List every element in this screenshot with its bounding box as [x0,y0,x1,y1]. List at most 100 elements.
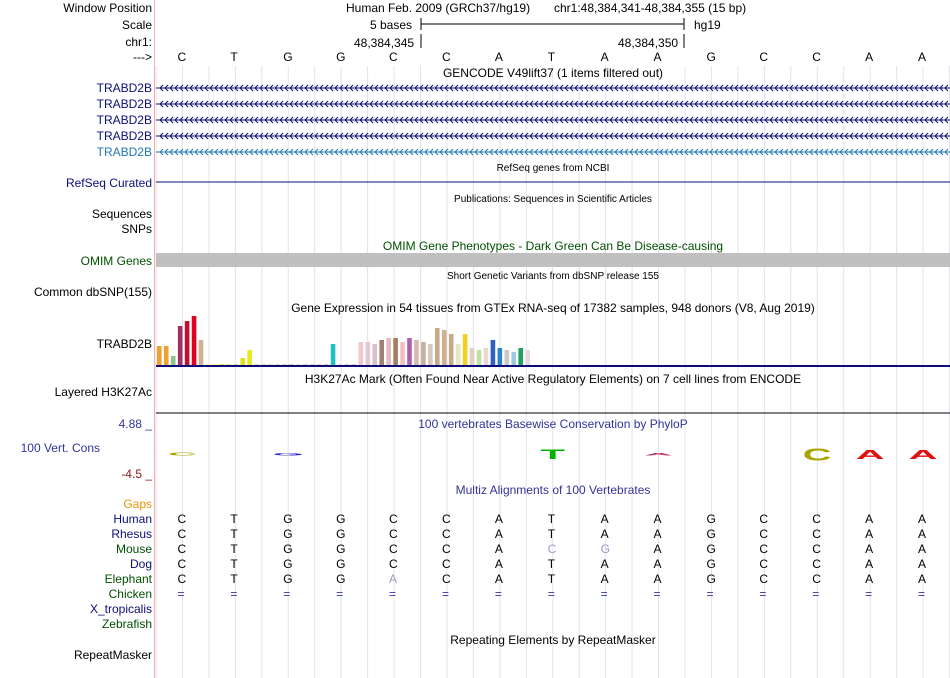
strand-arrow [239,116,244,124]
strand-arrow [524,100,529,108]
strand-arrow [904,148,909,156]
strand-arrow [349,148,354,156]
gtex-track-title[interactable]: Gene Expression in 54 tissues from GTEx … [291,301,815,315]
strand-arrow [279,116,284,124]
strand-arrow [769,84,774,92]
strand-arrow [594,116,599,124]
multiz-base: T [547,512,556,526]
strand-arrow [394,148,399,156]
gencode-track-title[interactable]: GENCODE V49lift37 (1 items filtered out) [442,66,664,80]
strand-arrow [729,84,734,92]
scale-text: 5 bases [370,18,413,32]
gencode-item-label[interactable]: TRABD2B [96,81,152,95]
repeatmasker-track-title[interactable]: Repeating Elements by RepeatMasker [450,633,656,647]
strand-arrow [804,116,809,124]
strand-arrow [299,148,304,156]
dbsnp-track-title[interactable]: Short Genetic Variants from dbSNP releas… [447,271,659,282]
chrom-label: chr1: [125,35,152,49]
strand-arrow [529,116,534,124]
multiz-base: A [918,542,927,556]
strand-arrow [354,148,359,156]
multiz-base: T [230,527,238,541]
gencode-item-label[interactable]: TRABD2B [96,113,152,127]
strand-arrow [844,148,849,156]
strand-arrow [659,84,664,92]
strand-arrow [894,116,899,124]
multiz-track-title[interactable]: Multiz Alignments of 100 Vertebrates [455,483,651,497]
strand-arrow [919,148,924,156]
strand-arrow [434,148,439,156]
strand-arrow [264,132,269,140]
strand-arrow [634,100,639,108]
multiz-species-label[interactable]: X_tropicalis [89,602,152,616]
gencode-item-label[interactable]: TRABD2B [96,97,152,111]
publications-sequences-label[interactable]: Sequences [91,207,152,221]
gencode-item-label[interactable]: TRABD2B [96,129,152,143]
strand-arrow [239,148,244,156]
multiz-base: G [336,512,346,526]
strand-arrow [689,148,694,156]
gtex-bar [365,342,371,366]
multiz-species-label[interactable]: Mouse [115,542,152,556]
strand-arrow [404,132,409,140]
strand-arrow [654,132,659,140]
strand-arrow [579,100,584,108]
strand-arrow [519,148,524,156]
strand-arrow [444,132,449,140]
strand-arrow [804,84,809,92]
strand-arrow [179,100,184,108]
strand-arrow [209,148,214,156]
strand-arrow [234,116,239,124]
strand-arrow [544,148,549,156]
multiz-species-label[interactable]: Chicken [108,587,152,601]
multiz-base: = [759,587,767,601]
strand-arrow [809,84,814,92]
strand-arrow [169,132,174,140]
strand-arrow [594,100,599,108]
strand-arrow [254,116,259,124]
omim-track-label[interactable]: OMIM Genes [80,254,152,268]
strand-arrow [169,84,174,92]
strand-arrow [944,116,949,124]
gtex-track-label[interactable]: TRABD2B [96,337,152,351]
multiz-species-label[interactable]: Rhesus [111,527,152,541]
multiz-base: C [441,512,451,526]
refseq-track-label[interactable]: RefSeq Curated [65,176,152,190]
multiz-base: A [653,542,662,556]
strand-arrow [724,116,729,124]
multiz-species-label[interactable]: Elephant [104,572,152,586]
strand-arrow [634,84,639,92]
strand-arrow [879,84,884,92]
base-letter: C [389,50,398,64]
publications-snps-label[interactable]: SNPs [121,222,152,236]
gencode-item-label[interactable]: TRABD2B [96,145,152,159]
multiz-species-label[interactable]: Dog [129,557,152,571]
conservation-logo-letter: A [909,447,938,462]
strand-arrow [384,132,389,140]
strand-arrow [479,100,484,108]
strand-arrow [829,100,834,108]
multiz-species-label[interactable]: Zebrafish [101,617,152,631]
strand-arrow [894,84,899,92]
h3k27ac-track-label[interactable]: Layered H3K27Ac [54,385,152,399]
multiz-base: A [389,572,398,586]
strand-arrow [519,84,524,92]
multiz-base: A [494,512,503,526]
multiz-species-label[interactable]: Human [113,512,152,526]
dbsnp-track-label[interactable]: Common dbSNP(155) [33,285,152,299]
omim-track-title[interactable]: OMIM Gene Phenotypes - Dark Green Can Be… [382,239,724,253]
strand-arrow [719,116,724,124]
conservation-track-title[interactable]: 100 vertebrates Basewise Conservation by… [418,417,688,431]
strand-arrow [789,132,794,140]
strand-arrow [504,132,509,140]
refseq-track-title[interactable]: RefSeq genes from NCBI [496,163,610,174]
strand-arrow [699,148,704,156]
conservation-track-label[interactable]: 100 Vert. Cons [20,441,100,455]
repeatmasker-track-label[interactable]: RepeatMasker [73,648,152,662]
strand-arrow [724,84,729,92]
strand-arrow [934,148,939,156]
multiz-base: G [283,527,293,541]
publications-track-title[interactable]: Publications: Sequences in Scientific Ar… [454,194,652,205]
h3k27ac-track-title[interactable]: H3K27Ac Mark (Often Found Near Active Re… [304,372,802,386]
